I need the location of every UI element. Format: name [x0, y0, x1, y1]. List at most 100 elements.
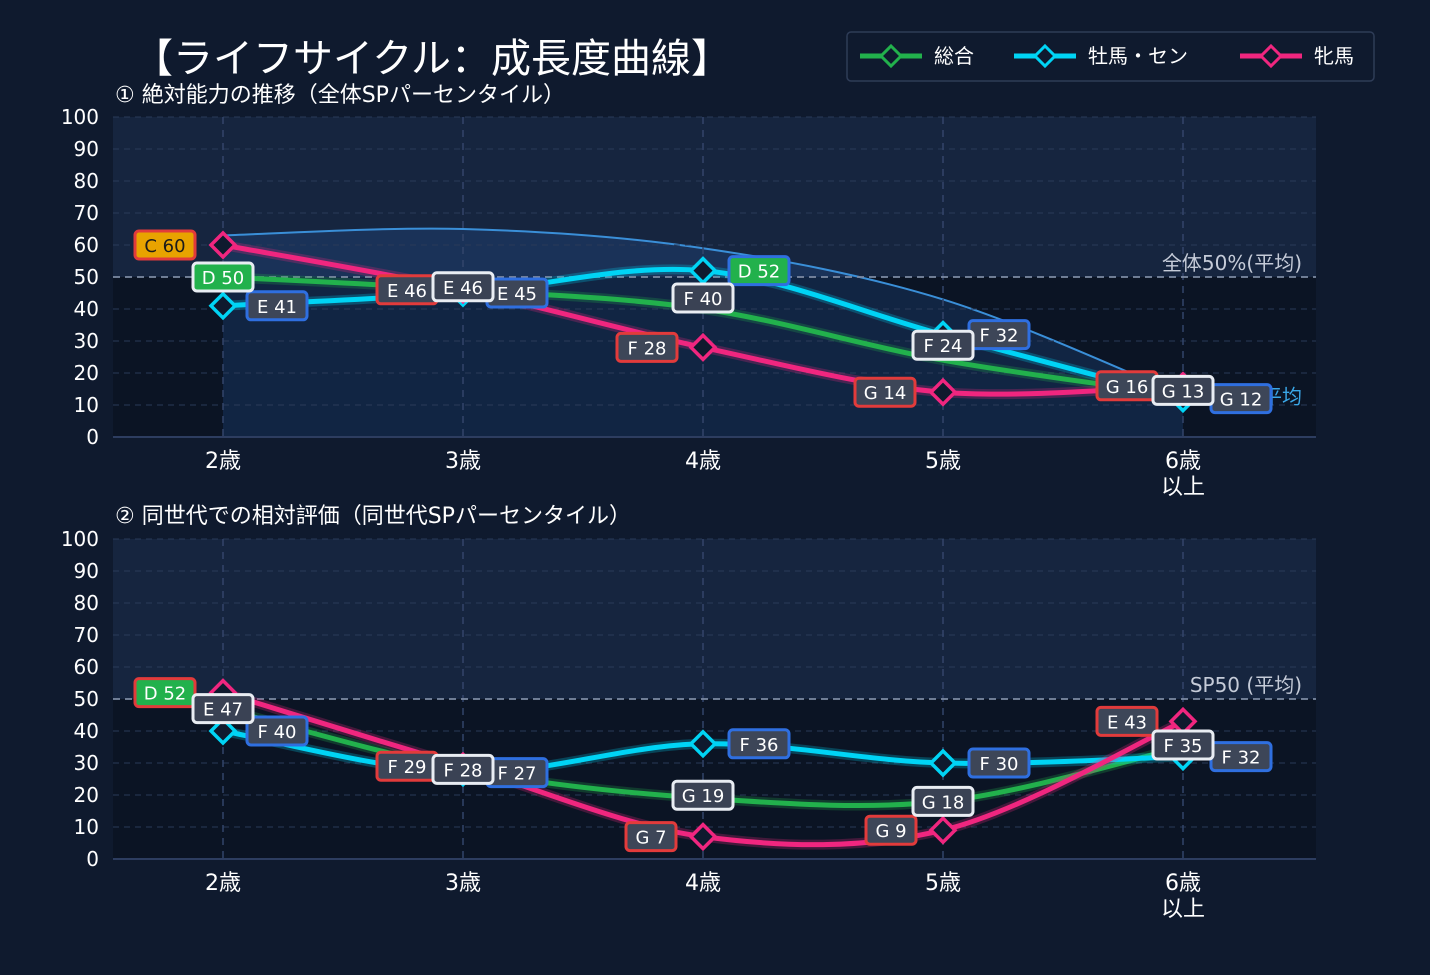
data-label-text: G 18	[922, 792, 965, 813]
data-label-bokuba: F 36	[727, 728, 791, 760]
data-label-hinba: C 60	[133, 229, 197, 261]
data-label-box	[191, 693, 255, 725]
data-label-text: G 7	[635, 828, 666, 849]
y-tick-label: 60	[74, 233, 99, 257]
y-tick-label: 40	[74, 719, 99, 743]
data-label-bokuba: F 40	[245, 715, 309, 747]
y-tick-label: 40	[74, 297, 99, 321]
data-label-text: F 36	[740, 735, 779, 756]
data-label-text: E 46	[443, 278, 483, 299]
data-label-text: E 47	[203, 700, 243, 721]
legend-item-bokuba: 牡馬・セン	[1014, 43, 1188, 69]
legend-label-hinba: 牝馬	[1314, 44, 1354, 68]
data-label-box	[1095, 705, 1159, 737]
y-tick-label: 10	[74, 393, 99, 417]
data-label-box	[1151, 374, 1215, 406]
x-tick-label: 3歳	[445, 449, 481, 474]
absolute-ability-chart: 0102030405060708090100全体50%(平均)全体平均2歳3歳4…	[61, 105, 1316, 500]
x-tick-label: 以上	[1161, 897, 1205, 922]
data-label-sogo: F 24	[911, 329, 975, 361]
data-label-sogo: G 19	[671, 779, 735, 811]
point-marker-bokuba	[928, 748, 958, 778]
data-label-text: C 60	[144, 236, 185, 257]
x-tick-label: 6歳	[1165, 871, 1201, 896]
y-tick-label: 100	[61, 527, 99, 551]
data-label-box	[727, 728, 791, 760]
data-label-text: F 27	[498, 764, 537, 785]
data-label-text: F 32	[980, 326, 1019, 347]
point-marker-hinba	[688, 822, 718, 852]
point-marker-bokuba	[688, 729, 718, 759]
data-label-box	[615, 331, 679, 363]
y-tick-label: 100	[61, 105, 99, 129]
data-label-sogo: F 35	[1151, 729, 1215, 761]
data-label-box	[853, 376, 917, 408]
data-label-sogo: G 13	[1151, 374, 1215, 406]
y-tick-label: 90	[74, 559, 99, 583]
y-tick-label: 50	[74, 265, 99, 289]
point-marker-bokuba	[208, 716, 238, 746]
data-label-bokuba: D 52	[727, 255, 791, 287]
y-tick-label: 70	[74, 201, 99, 225]
point-marker-hinba	[688, 332, 718, 362]
data-label-text: G 13	[1162, 381, 1205, 402]
data-label-box	[864, 814, 918, 846]
data-label-box	[245, 290, 309, 322]
point-marker-bokuba	[208, 291, 238, 321]
legend-marker-hinba	[1258, 43, 1284, 69]
relative-evaluation-chart: 0 10 20 30 40 50 60 70 80 90 100 SP50 (平均) 2歳 3歳 4歳 5歳 6…	[61, 527, 1316, 922]
chart-title: 【ライフサイクル：成長度曲線】	[133, 36, 731, 82]
y-tick-label: 0	[86, 847, 99, 871]
data-label-bokuba: E 41	[245, 290, 309, 322]
data-label-text: D 52	[738, 262, 781, 283]
data-label-text: E 46	[387, 281, 427, 302]
legend: 総合 牡馬・セン 牝馬	[846, 31, 1375, 82]
data-label-text: E 41	[257, 297, 297, 318]
legend-marker-sogo	[878, 43, 904, 69]
data-label-text: F 30	[980, 754, 1019, 775]
data-label-box	[133, 229, 197, 261]
data-label-text: E 45	[497, 284, 537, 305]
y-tick-label: 70	[74, 623, 99, 647]
point-marker-hinba	[928, 377, 958, 407]
data-label-bokuba: G 12	[1209, 383, 1273, 415]
data-label-text: F 40	[684, 289, 723, 310]
data-label-text: G 14	[864, 383, 907, 404]
data-label-box	[967, 747, 1031, 779]
subtitle-absolute: ① 絶対能力の推移（全体SPパーセンタイル）	[115, 83, 565, 108]
x-tick-label: 2歳	[205, 449, 241, 474]
x-tick-label: 2歳	[205, 871, 241, 896]
data-label-box	[1151, 729, 1215, 761]
data-label-bokuba: E 45	[485, 277, 549, 309]
data-label-hinba: G 7	[624, 821, 678, 853]
x-tick-label: 4歳	[685, 871, 721, 896]
data-label-bokuba: F 27	[485, 757, 549, 789]
data-label-hinba: F 29	[375, 750, 439, 782]
legend-label-sogo: 総合	[934, 44, 974, 68]
x-tick-label: 6歳	[1165, 449, 1201, 474]
data-label-sogo: F 28	[431, 753, 495, 785]
data-label-box	[431, 753, 495, 785]
data-label-text: F 32	[1222, 748, 1261, 769]
data-label-sogo: E 46	[431, 271, 495, 303]
data-label-hinba: G 9	[864, 814, 918, 846]
data-label-box	[624, 821, 678, 853]
y-tick-label: 80	[74, 591, 99, 615]
data-label-box	[727, 255, 791, 287]
x-tick-label: 5歳	[925, 871, 961, 896]
data-label-bokuba: F 32	[967, 319, 1031, 351]
subtitle-relative: ② 同世代での相対評価（同世代SPパーセンタイル）	[115, 504, 631, 529]
legend-item-sogo: 総合	[860, 43, 974, 69]
data-label-hinba: G 16	[1095, 370, 1159, 402]
y-tick-label: 50	[74, 687, 99, 711]
legend-label-bokuba: 牡馬・セン	[1088, 44, 1188, 68]
x-tick-label: 以上	[1161, 475, 1205, 500]
data-label-text: G 19	[682, 786, 725, 807]
data-label-box	[671, 282, 735, 314]
point-marker-hinba	[208, 230, 238, 260]
data-label-box	[911, 785, 975, 817]
data-label-sogo: G 18	[911, 785, 975, 817]
legend-marker-bokuba	[1032, 43, 1058, 69]
data-label-text: F 28	[444, 760, 483, 781]
